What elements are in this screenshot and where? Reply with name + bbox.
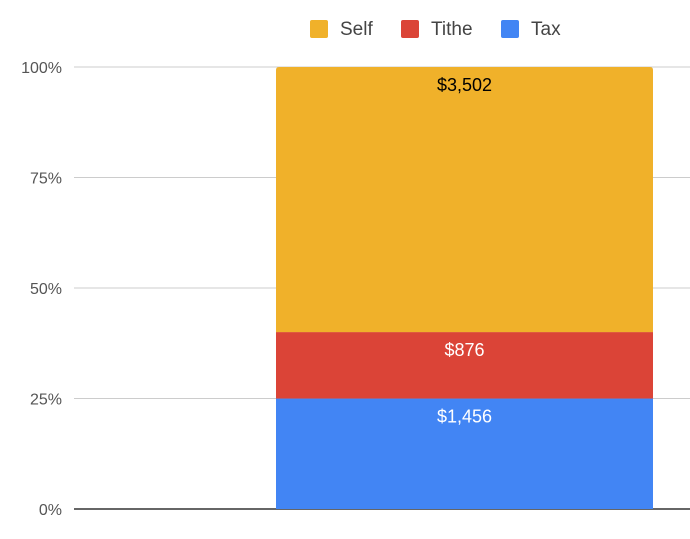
legend-swatch-self xyxy=(310,20,328,38)
legend-swatch-tithe xyxy=(401,20,419,38)
bar-segment-tax[interactable] xyxy=(276,398,653,509)
y-tick-label: 0% xyxy=(39,502,62,519)
bar-stack xyxy=(276,67,653,509)
data-labels: $1,456 $876 $3,502 xyxy=(437,75,492,427)
data-label-tax: $1,456 xyxy=(437,407,492,427)
legend-item-self[interactable]: Self xyxy=(310,19,373,40)
y-tick-label: 25% xyxy=(30,392,62,409)
data-label-tithe: $876 xyxy=(444,340,484,360)
legend-item-tax[interactable]: Tax xyxy=(501,19,561,40)
bar-segment-self[interactable] xyxy=(276,67,653,333)
y-tick-label: 50% xyxy=(30,281,62,298)
bar-segment-tithe[interactable] xyxy=(276,332,653,399)
legend-label-tax: Tax xyxy=(531,19,561,40)
legend: Self Tithe Tax xyxy=(310,19,561,40)
legend-swatch-tax xyxy=(501,20,519,38)
legend-item-tithe[interactable]: Tithe xyxy=(401,19,473,40)
legend-label-tithe: Tithe xyxy=(431,19,473,40)
y-tick-label: 75% xyxy=(30,171,62,188)
y-tick-label: 100% xyxy=(21,60,62,77)
data-label-self: $3,502 xyxy=(437,75,492,95)
legend-label-self: Self xyxy=(340,19,373,40)
